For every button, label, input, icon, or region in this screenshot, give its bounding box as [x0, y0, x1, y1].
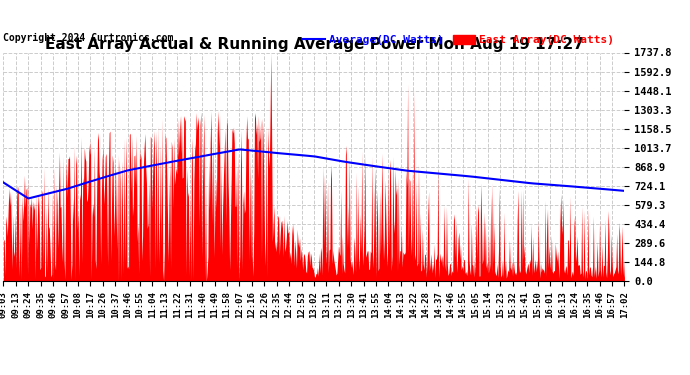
Text: Copyright 2024 Curtronics.com: Copyright 2024 Curtronics.com [3, 33, 174, 44]
Title: East Array Actual & Running Average Power Mon Aug 19 17:27: East Array Actual & Running Average Powe… [45, 38, 583, 52]
Legend: Average(DC Watts), East Array(DC Watts): Average(DC Watts), East Array(DC Watts) [298, 31, 619, 50]
